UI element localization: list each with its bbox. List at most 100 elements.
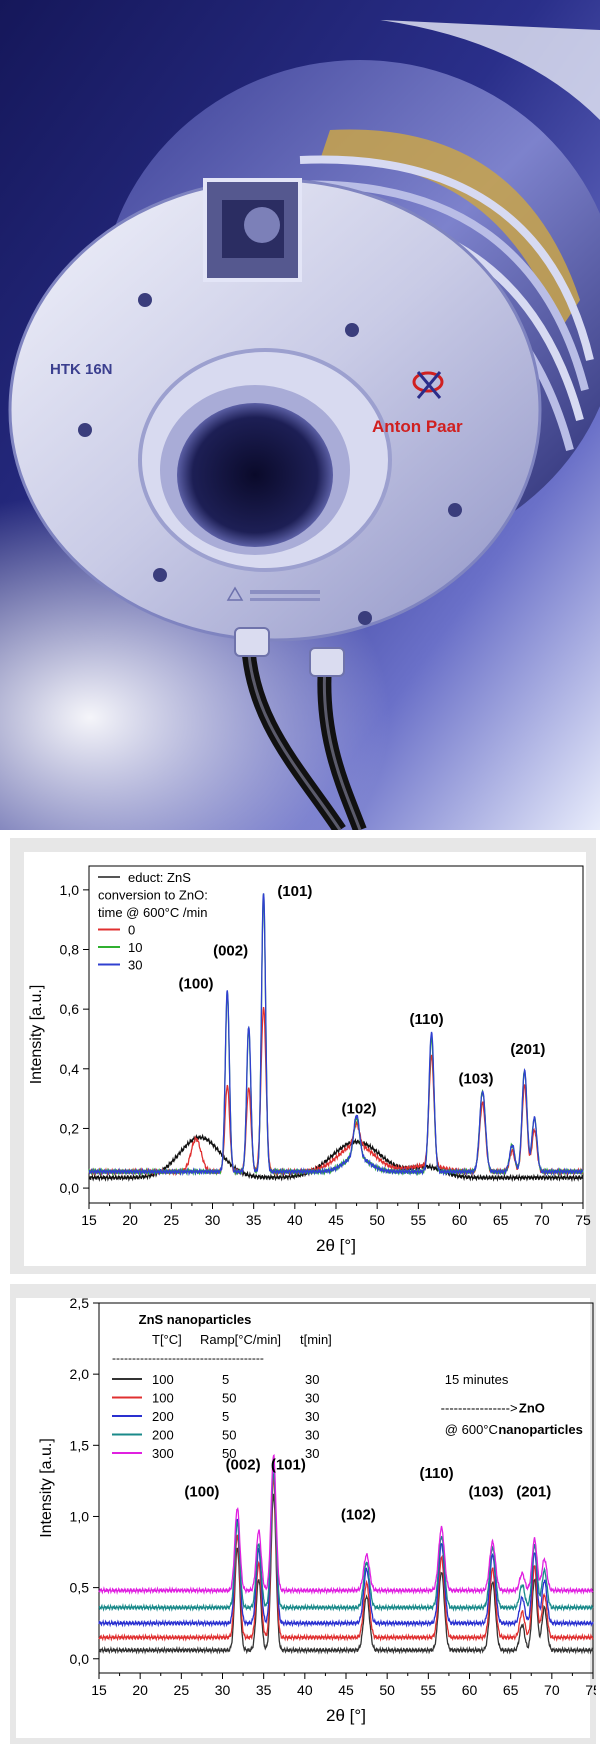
chart2-legend-temperature: 200 <box>152 1428 174 1443</box>
chart1-y-tick-label: 0,2 <box>60 1120 80 1136</box>
chart2-series-group <box>98 1454 594 1655</box>
chart2-x-tick-label: 25 <box>174 1682 190 1698</box>
chart1-x-tick-label: 65 <box>493 1212 509 1228</box>
chart2-series-line-1 <box>98 1477 594 1642</box>
chart2-x-tick-label: 40 <box>297 1682 313 1698</box>
chart2-x-tick-label: 65 <box>503 1682 519 1698</box>
brand-label: Anton Paar <box>372 417 463 436</box>
chart2-axes: 152025303540455055606570750,00,51,01,52,… <box>38 1295 600 1725</box>
chart2-y-tick-label: 1,0 <box>70 1508 90 1524</box>
chart2-legend-time: 30 <box>305 1391 319 1406</box>
chart2-x-tick-label: 75 <box>585 1682 596 1698</box>
chart2-legend-temperature: 100 <box>152 1372 174 1387</box>
chart1-peak-label: (110) <box>409 1011 443 1028</box>
chart2-annotations: 15 minutes ----------------> @ 600°C ZnO nan… <box>441 1372 583 1437</box>
chart1-y-tick-label: 0,6 <box>60 1001 80 1017</box>
chart1-panel: 15 20 25 30 35 40 45 50 55 60 65 70 75 0,0 0,2 0,4 0,6 0,… <box>10 838 596 1274</box>
chart2-x-tick-label: 50 <box>379 1682 395 1698</box>
chart1-peak-label: (002) <box>213 942 248 959</box>
chart2-annotation: 15 minutes <box>445 1372 509 1387</box>
chart2-y-tick-label: 1,5 <box>70 1437 90 1453</box>
anton-paar-logo: Anton Paar <box>372 371 463 436</box>
warning-sign <box>226 586 320 601</box>
chart2-x-tick-label: 30 <box>215 1682 231 1698</box>
chart2-x-tick-label: 15 <box>91 1682 107 1698</box>
chart1-x-tick-label: 70 <box>534 1212 550 1228</box>
chart1-peak-label: (102) <box>342 1101 377 1118</box>
chart1-legend-label: 10 <box>128 940 142 955</box>
sample-opening <box>138 348 392 572</box>
chart2-annotation: ----------------> <box>441 1401 518 1416</box>
chart2-y-tick-label: 0,5 <box>70 1580 90 1596</box>
chart2-x-tick-label: 35 <box>256 1682 272 1698</box>
chart2-series-line-2 <box>98 1460 594 1628</box>
chart2-peak-labels: (100) (002) (101) (102) (110) (103) (201) <box>184 1457 551 1524</box>
chart2-series-line-3 <box>98 1472 594 1613</box>
chart2-panel: 152025303540455055606570750,00,51,01,52,… <box>10 1284 600 1744</box>
chart2-x-tick-label: 45 <box>338 1682 354 1698</box>
chart2-peak-label: (110) <box>419 1465 453 1482</box>
chart1-y-tick-label: 0,4 <box>60 1061 80 1077</box>
chart2-y-tick-label: 0,0 <box>70 1651 90 1667</box>
chart1-x-tick-label: 55 <box>411 1212 427 1228</box>
chart2-y-tick-label: 2,0 <box>70 1366 90 1382</box>
chart2-annotation: ZnO <box>519 1401 545 1416</box>
chart1-x-tick-label: 25 <box>164 1212 180 1228</box>
chart2-legend: ZnS nanoparticles T[°C] Ramp[°C/min] t[min]… <box>112 1312 332 1461</box>
chart1-legend-label: 0 <box>128 923 135 938</box>
chart2-series-line-0 <box>98 1493 594 1655</box>
chart2-peak-label: (101) <box>271 1457 306 1474</box>
chart2-series-line-4 <box>98 1454 594 1596</box>
chart1-y-axis-label: Intensity [a.u.] <box>28 985 45 1085</box>
chart2-y-axis-label: Intensity [a.u.] <box>38 1438 55 1538</box>
chart2-peak-label: (100) <box>184 1484 219 1501</box>
chart2-y-tick-label: 2,5 <box>70 1295 90 1311</box>
chart2-annotation: @ 600°C <box>445 1422 498 1437</box>
chart2-x-axis-label: 2θ [°] <box>326 1706 366 1725</box>
chart2-legend-separator: -------------------------------------- <box>112 1351 264 1365</box>
chart1-x-tick-label: 40 <box>287 1212 303 1228</box>
chart2-x-tick-label: 60 <box>462 1682 478 1698</box>
chart2-x-tick-label: 70 <box>544 1682 560 1698</box>
chart2-legend-time: 30 <box>305 1428 319 1443</box>
chart2-peak-label: (103) <box>468 1484 503 1501</box>
chart2-legend-column-header: Ramp[°C/min] <box>200 1332 281 1347</box>
screw-heads <box>78 293 462 625</box>
chart2-legend-column-header: T[°C] <box>152 1332 182 1347</box>
chart1-y-tick-label: 1,0 <box>60 882 80 898</box>
chart2-legend-time: 30 <box>305 1372 319 1387</box>
chart2-peak-label: (201) <box>516 1484 551 1501</box>
chart1-peak-label: (201) <box>510 1041 545 1058</box>
chart2-x-tick-label: 20 <box>132 1682 148 1698</box>
chart1-axes: 15 20 25 30 35 40 45 50 55 60 65 70 75 0,0 0,2 0,4 0,6 0,… <box>28 882 591 1255</box>
chart1-x-tick-label: 45 <box>328 1212 344 1228</box>
chart2: 152025303540455055606570750,00,51,01,52,… <box>10 1284 600 1744</box>
chart2-legend-temperature: 100 <box>152 1391 174 1406</box>
chart1-peak-label: (103) <box>458 1071 493 1088</box>
chart1-peak-labels: (100) (002) (101) (102) (110) (103) (201) <box>179 883 546 1118</box>
chart1-peak-label: (101) <box>277 883 312 900</box>
chart1-legend-label: 30 <box>128 958 142 973</box>
chart1-y-tick-label: 0,0 <box>60 1180 80 1196</box>
chart2-legend-heading: ZnS nanoparticles <box>139 1312 252 1327</box>
chart2-annotation: nanoparticles <box>498 1422 583 1437</box>
device-label: HTK 16N <box>50 361 113 378</box>
chart2-legend-ramp: 50 <box>222 1428 236 1443</box>
chart2-legend-ramp: 5 <box>222 1409 229 1424</box>
chart1-x-tick-label: 35 <box>246 1212 262 1228</box>
chart2-legend-time: 30 <box>305 1409 319 1424</box>
chart1-series-line-0 <box>88 1133 584 1183</box>
chart1: 15 20 25 30 35 40 45 50 55 60 65 70 75 0,0 0,2 0,4 0,6 0,… <box>10 838 596 1274</box>
chart1-x-tick-label: 15 <box>81 1212 97 1228</box>
chart1-x-tick-label: 60 <box>452 1212 468 1228</box>
window-port <box>203 178 302 282</box>
chart2-legend-ramp: 5 <box>222 1372 229 1387</box>
chart1-peak-label: (100) <box>179 975 214 992</box>
chart1-x-tick-label: 30 <box>205 1212 221 1228</box>
chart1-x-tick-label: 20 <box>122 1212 138 1228</box>
chart2-peak-label: (102) <box>341 1506 376 1523</box>
chart2-legend-temperature: 200 <box>152 1409 174 1424</box>
chart1-legend-label: conversion to ZnO: <box>98 888 208 903</box>
chart1-legend-label: educt: ZnS <box>128 870 191 885</box>
chart2-peak-label: (002) <box>226 1457 261 1474</box>
